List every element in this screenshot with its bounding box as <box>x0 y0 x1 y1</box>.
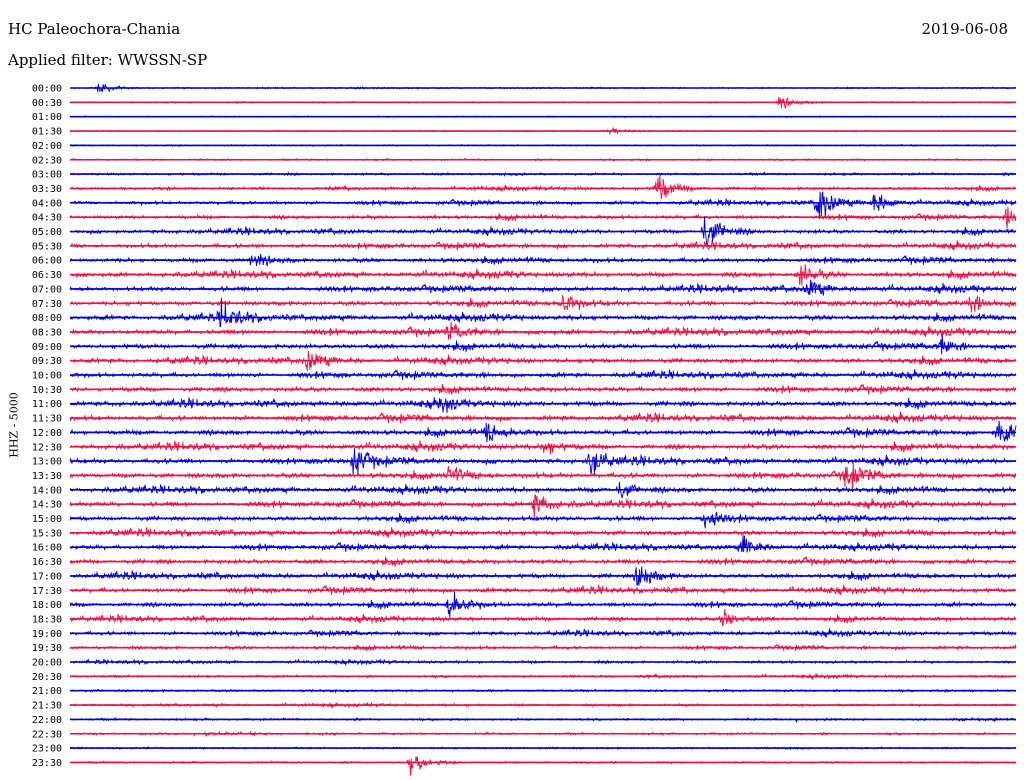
row-time-label: 04:00 <box>32 198 62 209</box>
row-time-label: 20:00 <box>32 658 62 669</box>
row-time-label: 11:30 <box>32 414 62 425</box>
row-time-label: 02:30 <box>32 155 62 166</box>
row-time-label: 19:30 <box>32 643 62 654</box>
trace-row <box>69 253 1017 267</box>
row-time-label: 03:00 <box>32 170 62 181</box>
trace-row <box>69 190 1017 220</box>
trace-row <box>69 511 1017 529</box>
row-time-label: 22:30 <box>32 729 62 740</box>
trace-row <box>69 494 1017 522</box>
row-time-label: 16:30 <box>32 557 62 568</box>
row-time-label: 18:30 <box>32 614 62 625</box>
trace-row <box>69 175 1017 199</box>
row-time-label: 00:00 <box>32 84 62 95</box>
trace-row <box>69 439 1017 455</box>
trace-row <box>69 396 1017 414</box>
row-time-label: 02:00 <box>32 141 62 152</box>
row-time-label: 14:00 <box>32 485 62 496</box>
row-time-label: 17:00 <box>32 571 62 582</box>
row-time-label: 12:30 <box>32 442 62 453</box>
row-time-label: 07:00 <box>32 284 62 295</box>
row-time-label: 14:30 <box>32 500 62 511</box>
row-time-label: 17:30 <box>32 586 62 597</box>
row-time-label: 18:00 <box>32 600 62 611</box>
row-time-label: 23:30 <box>32 758 62 769</box>
row-time-label: 04:30 <box>32 213 62 224</box>
row-time-label: 10:00 <box>32 371 62 382</box>
row-time-label: 23:00 <box>32 744 62 755</box>
trace-row <box>69 609 1017 627</box>
trace-row <box>69 279 1017 296</box>
row-time-label: 05:00 <box>32 227 62 238</box>
row-time-label: 06:00 <box>32 256 62 267</box>
date-label: 2019-06-08 <box>921 20 1008 38</box>
row-time-label: 05:30 <box>32 241 62 252</box>
row-time-label: 09:30 <box>32 356 62 367</box>
trace-row <box>69 334 1017 355</box>
trace-row <box>69 461 1016 493</box>
row-time-label: 19:00 <box>32 629 62 640</box>
row-time-label: 15:00 <box>32 514 62 525</box>
trace-row <box>69 321 1017 340</box>
row-time-label: 21:30 <box>32 701 62 712</box>
row-time-label: 13:00 <box>32 457 62 468</box>
row-time-label: 22:00 <box>32 715 62 726</box>
row-time-label: 10:30 <box>32 385 62 396</box>
row-time-label: 03:30 <box>32 184 62 195</box>
row-time-label: 06:30 <box>32 270 62 281</box>
row-time-label: 09:00 <box>32 342 62 353</box>
trace-row <box>69 535 1017 553</box>
trace-row <box>69 584 1017 596</box>
row-time-label: 01:30 <box>32 127 62 138</box>
trace-row <box>69 420 1017 443</box>
row-time-label: 15:30 <box>32 528 62 539</box>
trace-row <box>69 756 1017 776</box>
row-time-label: 16:00 <box>32 543 62 554</box>
row-time-label: 08:30 <box>32 327 62 338</box>
row-time-label: 07:30 <box>32 299 62 310</box>
row-time-label: 13:30 <box>32 471 62 482</box>
row-time-label: 20:30 <box>32 672 62 683</box>
row-time-label: 11:00 <box>32 399 62 410</box>
row-time-label: 01:00 <box>32 112 62 123</box>
filter-label: Applied filter: WWSSN-SP <box>8 51 208 69</box>
trace-row <box>69 383 1017 395</box>
row-time-label: 12:00 <box>32 428 62 439</box>
station-title: HC Paleochora-Chania <box>8 20 181 38</box>
row-time-label: 08:00 <box>32 313 62 324</box>
row-time-label: 21:00 <box>32 686 62 697</box>
row-time-label: 00:30 <box>32 98 62 109</box>
trace-row <box>69 297 1017 328</box>
